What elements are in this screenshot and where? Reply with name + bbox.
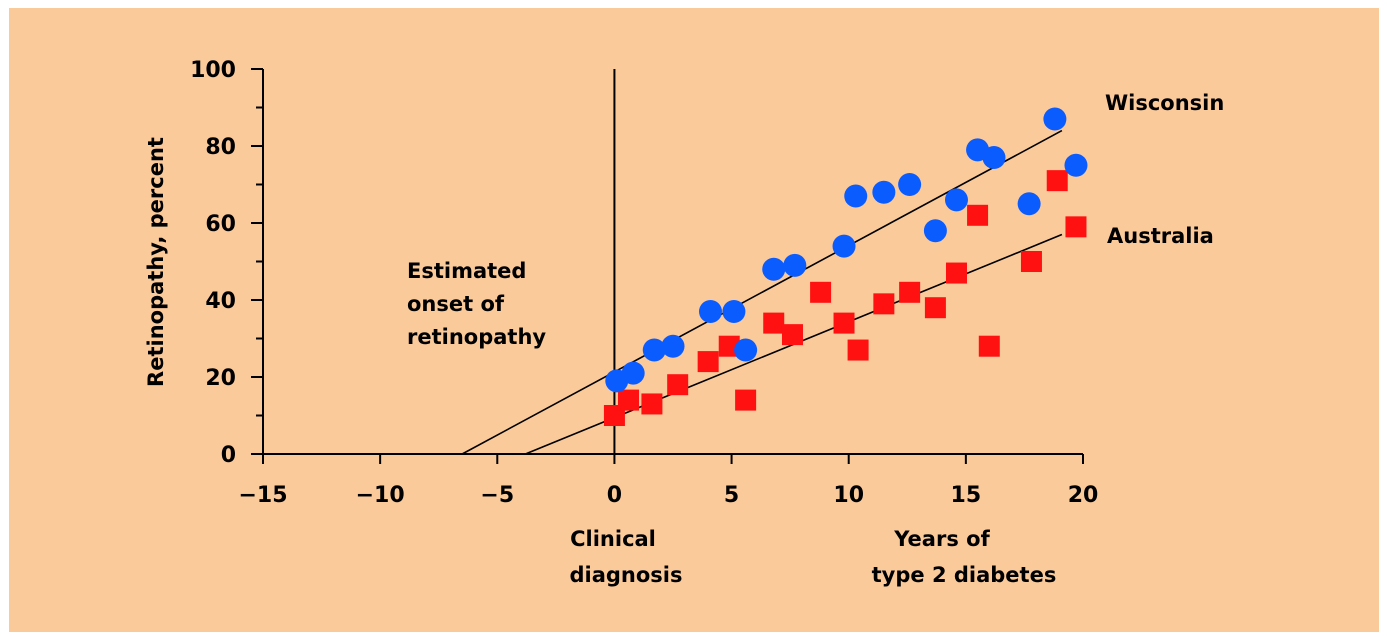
data-point-australia (1020, 251, 1042, 272)
diagnosis-label-line-1: Clinical (570, 527, 656, 551)
chart-background-panel (9, 8, 1379, 632)
x-axis-label-line-2: type 2 diabetes (872, 563, 1057, 587)
y-axis-label: Retinopathy, percent (144, 137, 168, 387)
x-tick-label: −15 (238, 483, 287, 508)
data-point-wisconsin (734, 338, 758, 362)
data-point-australia (697, 351, 719, 373)
data-point-wisconsin (762, 257, 786, 281)
x-tick-label: 10 (833, 483, 864, 508)
data-point-wisconsin (898, 173, 922, 196)
data-point-australia (847, 339, 869, 361)
data-point-australia (1046, 170, 1068, 192)
data-point-australia (735, 389, 757, 411)
data-point-wisconsin (1043, 107, 1067, 131)
data-point-australia (617, 389, 639, 411)
data-point-australia (899, 281, 921, 303)
data-point-wisconsin (944, 188, 968, 212)
onset-annotation-line-2: onset of (407, 292, 505, 316)
labels-group: Retinopathy, percent Years of type 2 dia… (144, 91, 1224, 587)
data-point-wisconsin (923, 219, 947, 243)
data-point-australia (924, 297, 946, 319)
x-tick-label: 0 (607, 483, 622, 508)
y-tick-label: 20 (205, 366, 236, 391)
x-tick-label: 15 (951, 483, 982, 508)
data-point-wisconsin (722, 300, 746, 324)
y-tick-label: 40 (205, 289, 236, 314)
y-tick-label: 80 (205, 135, 236, 160)
data-point-wisconsin (1017, 192, 1041, 216)
data-point-australia (667, 374, 689, 396)
data-point-wisconsin (982, 146, 1006, 170)
data-point-australia (873, 293, 895, 315)
data-point-australia (833, 312, 855, 334)
series-label-australia: Australia (1107, 224, 1214, 248)
data-point-australia (810, 281, 832, 303)
data-point-australia (763, 312, 785, 334)
data-point-australia (1065, 216, 1087, 238)
x-tick-label: 5 (724, 483, 739, 508)
data-point-australia (967, 204, 989, 226)
onset-annotation-line-1: Estimated (407, 259, 526, 283)
x-tick-label: 20 (1068, 483, 1099, 508)
data-point-australia (945, 262, 967, 284)
diagnosis-label-line-2: diagnosis (569, 563, 682, 587)
y-tick-label: 0 (221, 443, 236, 468)
x-axis-label-line-1: Years of (893, 527, 990, 551)
data-point-australia (781, 324, 803, 346)
data-point-wisconsin (661, 334, 685, 358)
data-point-wisconsin (872, 180, 896, 204)
y-tick-label: 100 (190, 58, 236, 83)
onset-annotation-line-3: retinopathy (407, 325, 546, 349)
y-tick-label: 60 (205, 212, 236, 237)
data-point-wisconsin (844, 184, 868, 208)
trend-line-wisconsin (461, 129, 1063, 455)
data-point-wisconsin (621, 361, 645, 385)
data-point-wisconsin (642, 338, 666, 362)
series-label-wisconsin: Wisconsin (1105, 91, 1224, 115)
x-tick-label: −10 (356, 483, 405, 508)
trend-lines-group (461, 129, 1063, 455)
data-point-australia (641, 393, 663, 415)
data-point-wisconsin (783, 253, 807, 277)
data-point-wisconsin (1064, 153, 1088, 177)
data-point-wisconsin (832, 234, 856, 258)
data-points-group (603, 107, 1088, 426)
x-tick-label: −5 (480, 483, 514, 508)
data-point-australia (978, 335, 1000, 357)
data-point-wisconsin (698, 300, 722, 324)
